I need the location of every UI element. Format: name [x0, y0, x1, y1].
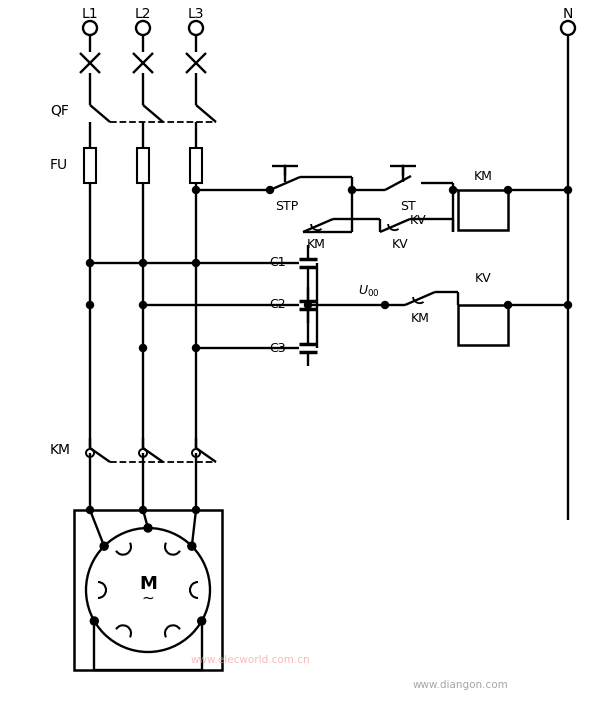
- Circle shape: [86, 301, 94, 308]
- Circle shape: [188, 542, 196, 550]
- Circle shape: [193, 507, 199, 514]
- Circle shape: [139, 507, 146, 514]
- Circle shape: [565, 301, 571, 308]
- Text: FU: FU: [50, 158, 68, 172]
- Text: C3: C3: [269, 341, 286, 355]
- Circle shape: [91, 617, 98, 625]
- Circle shape: [565, 186, 571, 193]
- Circle shape: [382, 301, 389, 308]
- Bar: [137, 148, 149, 183]
- Text: STP: STP: [275, 200, 299, 212]
- Text: KV: KV: [410, 214, 427, 226]
- Circle shape: [100, 542, 108, 550]
- Circle shape: [349, 186, 355, 193]
- Text: KM: KM: [410, 311, 430, 325]
- Text: KM: KM: [307, 238, 325, 252]
- Circle shape: [193, 344, 199, 351]
- Text: www.elecworld.com.cn: www.elecworld.com.cn: [190, 655, 310, 665]
- Text: L2: L2: [135, 7, 151, 21]
- Circle shape: [139, 259, 146, 266]
- Text: N: N: [563, 7, 573, 21]
- Circle shape: [305, 301, 311, 308]
- Circle shape: [144, 524, 152, 532]
- Text: M: M: [139, 575, 157, 593]
- Text: KV: KV: [392, 238, 409, 252]
- Circle shape: [266, 186, 274, 193]
- Circle shape: [505, 186, 511, 193]
- Circle shape: [86, 259, 94, 266]
- Circle shape: [139, 301, 146, 308]
- Circle shape: [193, 259, 199, 266]
- Circle shape: [193, 186, 199, 193]
- Bar: [190, 148, 202, 183]
- Circle shape: [505, 301, 511, 308]
- Bar: [458, 305, 508, 345]
- Text: C1: C1: [269, 257, 286, 269]
- Text: ST: ST: [400, 200, 416, 212]
- Text: KV: KV: [475, 273, 491, 285]
- Bar: [84, 148, 96, 183]
- Text: KM: KM: [473, 170, 493, 184]
- Circle shape: [197, 617, 206, 625]
- Text: QF: QF: [50, 103, 69, 117]
- Circle shape: [139, 344, 146, 351]
- Circle shape: [449, 186, 457, 193]
- Text: C2: C2: [269, 299, 286, 311]
- Text: KM: KM: [50, 443, 71, 457]
- Text: ~: ~: [142, 590, 154, 606]
- Text: $U_{00}$: $U_{00}$: [358, 283, 380, 299]
- Bar: [74, 510, 222, 670]
- Text: www.diangon.com: www.diangon.com: [412, 680, 508, 690]
- Circle shape: [86, 507, 94, 514]
- Bar: [458, 190, 508, 230]
- Text: L1: L1: [82, 7, 98, 21]
- Text: L3: L3: [188, 7, 204, 21]
